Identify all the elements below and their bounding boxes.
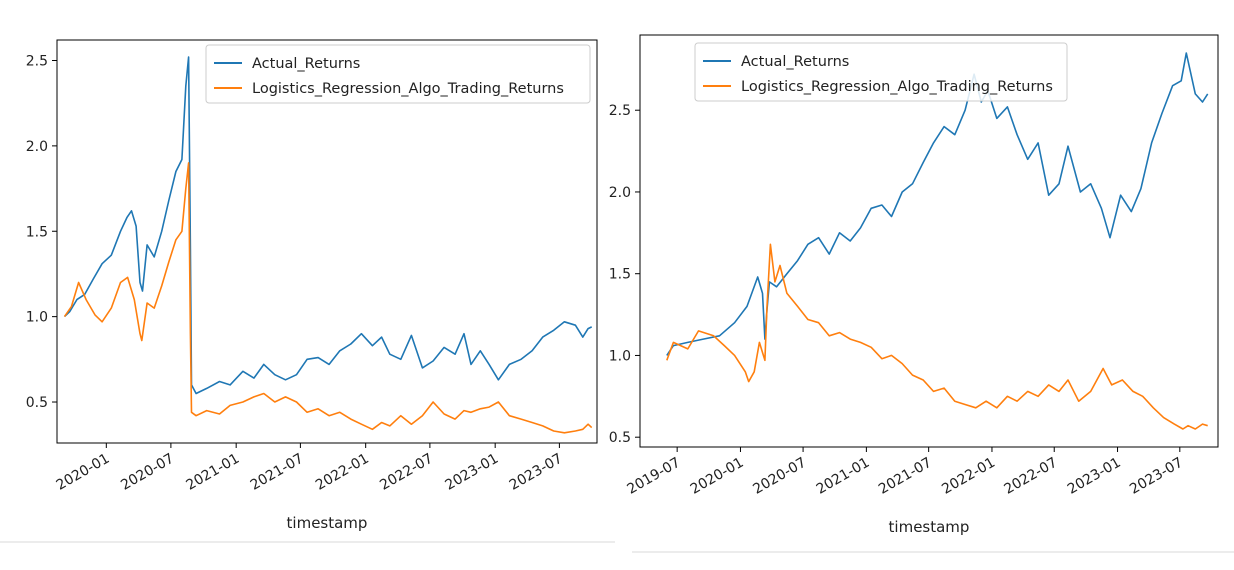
chart2-x-tick-label: 2020-07 xyxy=(750,455,809,498)
chart1-x-tick-label: 2023-01 xyxy=(443,451,502,494)
chart1-y-tick-label: 2.0 xyxy=(26,139,48,155)
chart2-x-tick-label: 2022-07 xyxy=(1002,455,1061,498)
chart2-y-tick-label: 0.5 xyxy=(609,430,631,446)
chart1-y-tick-label: 0.5 xyxy=(26,395,48,411)
chart2-x-tick-label: 2022-01 xyxy=(939,455,998,498)
chart1-x-tick-label: 2021-07 xyxy=(248,451,307,494)
chart1-plot-frame xyxy=(56,39,598,444)
chart2-x-tick-label: 2021-07 xyxy=(876,455,935,498)
chart2-y-tick-label: 2.5 xyxy=(609,103,631,119)
chart1-y-tick-label: 2.5 xyxy=(26,53,48,69)
chart1-legend-label-algo-trading-returns: Logistics_Regression_Algo_Trading_Return… xyxy=(252,81,564,97)
chart2-legend-box xyxy=(694,42,1068,102)
chart2-y-tick-label: 1.5 xyxy=(609,267,631,283)
chart2-series-line-algo-trading-returns xyxy=(666,243,1208,430)
chart1-x-tick-label: 2022-07 xyxy=(377,451,436,494)
chart1-legend-box xyxy=(205,44,591,104)
chart1-x-tick-label: 2023-07 xyxy=(507,451,566,494)
chart1-x-tick-label: 2020-01 xyxy=(54,451,113,494)
chart1-x-tick-label: 2020-07 xyxy=(118,451,177,494)
chart1-x-tick-label: 2022-01 xyxy=(313,451,372,494)
chart2-x-tick-label: 2021-01 xyxy=(814,455,873,498)
chart2-legend-label-algo-trading-returns: Logistics_Regression_Algo_Trading_Return… xyxy=(741,79,1053,95)
chart2-y-tick-label: 1.0 xyxy=(609,348,631,364)
chart2-x-tick-label: 2023-07 xyxy=(1127,455,1186,498)
chart1-legend-label-actual-returns: Actual_Returns xyxy=(252,56,360,72)
chart2-legend-label-actual-returns: Actual_Returns xyxy=(741,54,849,70)
chart1-y-tick-label: 1.5 xyxy=(26,224,48,240)
chart1-x-axis-title: timestamp xyxy=(287,514,368,532)
chart2-y-tick-label: 2.0 xyxy=(609,185,631,201)
chart2-x-tick-label: 2020-01 xyxy=(688,455,747,498)
chart1-x-tick-label: 2021-01 xyxy=(184,451,243,494)
chart1-series-line-algo-trading-returns xyxy=(63,162,593,434)
chart2-x-tick-label: 2023-01 xyxy=(1065,455,1124,498)
chart2-x-axis-title: timestamp xyxy=(889,518,970,536)
chart1-series-line-actual-returns xyxy=(63,56,593,395)
left-chart: 0.5 1.0 1.5 2.0 2.5 2020-01 2020-07 2021-01 2021… xyxy=(0,39,615,543)
chart2-x-tick-label: 2019-07 xyxy=(624,455,683,498)
chart1-y-tick-label: 1.0 xyxy=(26,310,48,326)
